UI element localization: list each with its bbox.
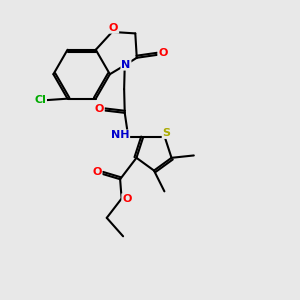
Text: N: N bbox=[121, 60, 130, 70]
Text: O: O bbox=[92, 167, 102, 177]
Text: O: O bbox=[158, 48, 168, 58]
Text: NH: NH bbox=[111, 130, 129, 140]
Text: Cl: Cl bbox=[34, 94, 46, 105]
Text: S: S bbox=[163, 128, 171, 138]
Text: O: O bbox=[109, 23, 118, 33]
Text: O: O bbox=[122, 194, 132, 204]
Text: O: O bbox=[94, 104, 104, 114]
